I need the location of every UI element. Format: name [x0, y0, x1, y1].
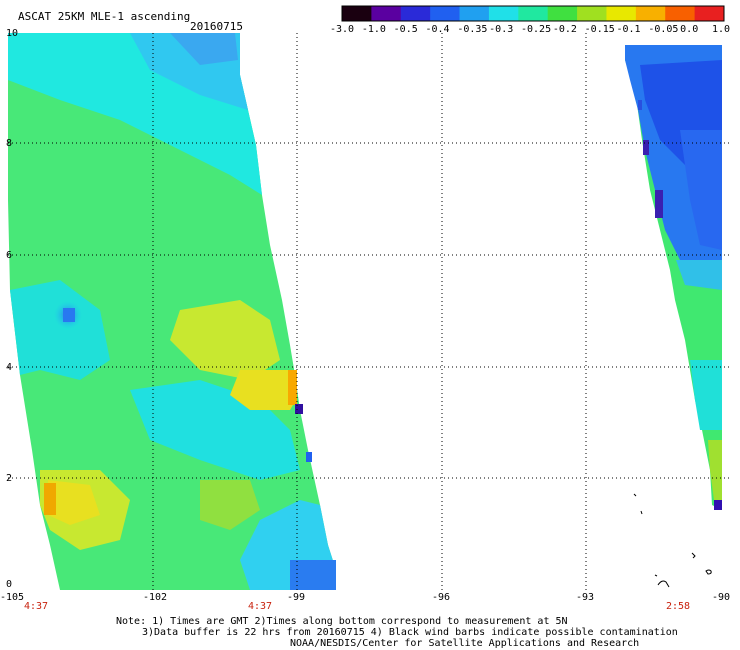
footer-note-2: 3)Data buffer is 22 hrs from 20160715 4)… [142, 627, 678, 638]
colorbar-segment [459, 6, 490, 21]
colorbar-label: -0.3 [489, 24, 514, 35]
x-tick: -99 [287, 592, 306, 603]
colorbar-border [341, 5, 725, 22]
chart-date: 20160715 [190, 20, 243, 33]
x-tick: -93 [576, 592, 595, 603]
colorbar [341, 5, 725, 22]
time-label: 4:37 [248, 601, 273, 612]
colorbar-segment [577, 6, 607, 21]
colorbar-label: 1.0 [712, 24, 731, 35]
colorbar-segment [606, 6, 637, 21]
colorbar-segment [342, 6, 372, 21]
colorbar-label: -0.35 [457, 24, 488, 35]
x-tick: -96 [432, 592, 451, 603]
colorbar-label: -0.15 [584, 24, 615, 35]
colorbar-label: -3.0 [330, 24, 355, 35]
y-tick: 10 [6, 28, 19, 39]
swath-left [8, 33, 336, 590]
colorbar-label: -1.0 [361, 24, 386, 35]
colorbar-segment [400, 6, 431, 21]
footer-note-1: Note: 1) Times are GMT 2)Times along bot… [116, 616, 568, 627]
y-tick: 8 [6, 138, 13, 149]
colorbar-label: -0.2 [552, 24, 577, 35]
colorbar-label: -0.05 [648, 24, 679, 35]
chart-title: ASCAT 25KM MLE-1 ascending [18, 10, 191, 23]
y-tick: 2 [6, 473, 13, 484]
x-tick: -102 [143, 592, 168, 603]
colorbar-segment [430, 6, 461, 21]
y-tick: 0 [6, 579, 13, 590]
x-tick: -90 [712, 592, 731, 603]
colorbar-segment [694, 6, 725, 21]
colorbar-label: 0.0 [680, 24, 699, 35]
colorbar-segment [518, 6, 549, 21]
colorbar-segment [665, 6, 696, 21]
time-label: 4:37 [24, 601, 49, 612]
colorbar-label: -0.4 [425, 24, 450, 35]
colorbar-segment [371, 6, 402, 21]
colorbar-segment [635, 6, 666, 21]
y-tick: 4 [6, 362, 13, 373]
coastline [633, 493, 712, 588]
x-tick: -105 [0, 592, 25, 603]
colorbar-label: -0.25 [521, 24, 552, 35]
y-tick: 6 [6, 250, 13, 261]
swath-right [625, 45, 722, 590]
colorbar-label: -0.1 [616, 24, 641, 35]
colorbar-label: -0.5 [393, 24, 418, 35]
colorbar-segment [488, 6, 519, 21]
colorbar-segment [547, 6, 578, 21]
grid [8, 33, 730, 590]
time-label: 2:58 [666, 601, 691, 612]
footer-note-3: NOAA/NESDIS/Center for Satellite Applica… [290, 638, 640, 649]
